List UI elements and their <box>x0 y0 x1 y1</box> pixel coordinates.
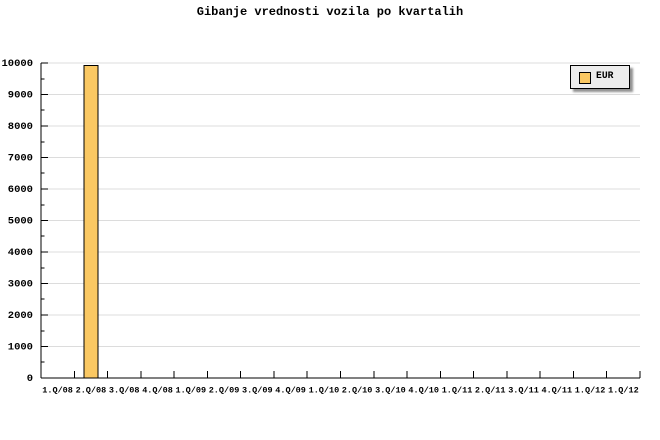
svg-text:2.Q/11: 2.Q/11 <box>475 386 506 396</box>
svg-text:2000: 2000 <box>8 310 33 322</box>
svg-text:6000: 6000 <box>8 184 33 196</box>
svg-text:1.Q/12: 1.Q/12 <box>608 386 639 396</box>
svg-text:3.Q/11: 3.Q/11 <box>508 386 539 396</box>
svg-text:3000: 3000 <box>8 279 33 291</box>
svg-text:5000: 5000 <box>8 216 33 228</box>
svg-text:1.Q/08: 1.Q/08 <box>42 386 73 396</box>
svg-text:7000: 7000 <box>8 153 33 165</box>
svg-text:1.Q/09: 1.Q/09 <box>175 386 206 396</box>
svg-text:10000: 10000 <box>1 58 33 70</box>
svg-text:1000: 1000 <box>8 342 33 354</box>
svg-text:4.Q/11: 4.Q/11 <box>541 386 572 396</box>
svg-text:4.Q/08: 4.Q/08 <box>142 386 173 396</box>
svg-text:0: 0 <box>27 373 33 385</box>
svg-text:2.Q/08: 2.Q/08 <box>76 386 107 396</box>
svg-text:4000: 4000 <box>8 247 33 259</box>
svg-text:9000: 9000 <box>8 90 33 102</box>
svg-text:2.Q/10: 2.Q/10 <box>342 386 373 396</box>
svg-text:4.Q/09: 4.Q/09 <box>275 386 306 396</box>
svg-text:8000: 8000 <box>8 121 33 133</box>
svg-text:3.Q/08: 3.Q/08 <box>109 386 140 396</box>
svg-text:3.Q/09: 3.Q/09 <box>242 386 273 396</box>
svg-text:1.Q/12: 1.Q/12 <box>575 386 606 396</box>
svg-text:1.Q/11: 1.Q/11 <box>442 386 473 396</box>
svg-text:2.Q/09: 2.Q/09 <box>209 386 240 396</box>
svg-text:3.Q/10: 3.Q/10 <box>375 386 406 396</box>
svg-text:1.Q/10: 1.Q/10 <box>309 386 340 396</box>
svg-text:4.Q/10: 4.Q/10 <box>408 386 439 396</box>
